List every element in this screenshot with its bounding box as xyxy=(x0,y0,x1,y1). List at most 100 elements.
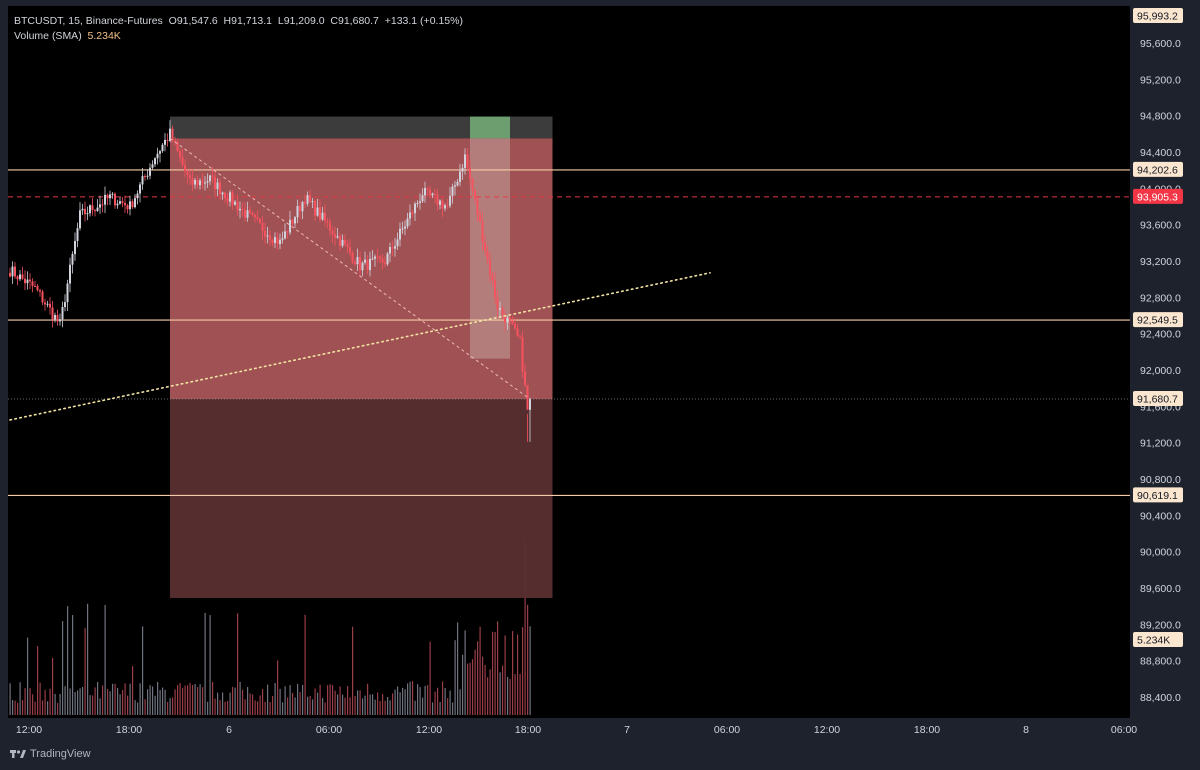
candle xyxy=(396,232,399,250)
candle xyxy=(321,206,324,221)
volume-bar xyxy=(384,700,386,715)
trendlines[interactable] xyxy=(9,137,711,421)
symbol-label[interactable]: BTCUSDT, 15, Binance-Futures xyxy=(14,15,163,27)
volume-bar xyxy=(527,604,529,715)
time-axis[interactable]: 12:00 18:00 6 06:00 12:00 18:00 7 06:00 12:00 18:… xyxy=(16,724,1137,736)
volume-bar xyxy=(397,686,399,715)
volume-bar xyxy=(214,698,216,715)
green-zone-body[interactable] xyxy=(470,138,510,359)
candle xyxy=(424,181,426,203)
high-value: H91,713.1 xyxy=(223,15,273,27)
volume-bar xyxy=(519,673,521,715)
volume-bar xyxy=(529,626,531,715)
volume-bar xyxy=(102,685,104,715)
candle xyxy=(26,271,29,290)
candle xyxy=(404,220,406,236)
dotted-trendline[interactable] xyxy=(9,272,711,421)
volume-indicator-label[interactable]: Volume (SMA) xyxy=(14,30,82,42)
volume-bar xyxy=(359,690,361,715)
candle xyxy=(481,212,484,251)
x-tick-label: 12:00 xyxy=(416,724,442,736)
tradingview-logo[interactable]: TradingView xyxy=(10,748,91,760)
y-tick-label: 88,800.0 xyxy=(1140,656,1181,668)
volume-bar xyxy=(152,686,154,715)
volume-bar xyxy=(382,694,384,715)
y-tick-label: 88,400.0 xyxy=(1140,692,1181,704)
volume-bar xyxy=(522,627,524,715)
volume-bar xyxy=(157,681,159,715)
svg-text:93,905.3: 93,905.3 xyxy=(1137,191,1178,203)
level-lines[interactable] xyxy=(8,169,1130,497)
candle xyxy=(246,201,249,222)
candle xyxy=(371,249,374,261)
volume-bar xyxy=(369,694,371,715)
candle xyxy=(46,300,49,308)
volume-bar xyxy=(19,682,21,715)
candle xyxy=(24,270,26,290)
stop-loss-band[interactable] xyxy=(170,116,553,139)
volume-bar xyxy=(247,687,249,715)
volume-bar xyxy=(77,690,79,715)
volume-bar xyxy=(294,697,296,715)
volume-bar xyxy=(364,695,366,715)
volume-bar xyxy=(92,695,94,715)
volume-bar xyxy=(447,698,449,715)
volume-bar xyxy=(472,659,474,715)
volume-bar xyxy=(67,606,69,715)
x-tick-label: 12:00 xyxy=(814,724,840,736)
price-axis[interactable]: 95,600.095,200.094,800.094,400.094,000.0… xyxy=(1140,38,1181,704)
candle xyxy=(354,259,356,266)
volume-bar xyxy=(232,686,234,715)
volume-bar xyxy=(252,694,254,715)
candle xyxy=(401,221,404,234)
candle xyxy=(494,271,496,305)
candle xyxy=(501,306,504,320)
svg-text:92,549.5: 92,549.5 xyxy=(1137,315,1178,327)
volume-bar xyxy=(319,684,321,715)
candle xyxy=(101,198,104,213)
candle xyxy=(459,163,461,187)
candle xyxy=(439,199,441,210)
volume-bar xyxy=(234,687,236,715)
volume-bar xyxy=(332,685,334,715)
short-risk-zone[interactable] xyxy=(170,138,553,400)
volume-row: Volume (SMA) 5.234K xyxy=(14,29,463,44)
volume-bar xyxy=(394,689,396,715)
candle xyxy=(299,201,301,220)
y-tick-label: 94,400.0 xyxy=(1140,147,1181,159)
candle xyxy=(9,267,11,278)
candle xyxy=(469,159,471,186)
volume-bar xyxy=(94,687,96,715)
volume-bar xyxy=(409,681,411,715)
candle xyxy=(174,136,176,146)
volume-bar xyxy=(344,697,346,715)
dashed-trendline[interactable] xyxy=(169,137,528,398)
volume-bar xyxy=(29,688,31,715)
candle xyxy=(226,193,229,206)
volume-bar xyxy=(324,702,326,715)
candle xyxy=(451,183,454,204)
volume-bar xyxy=(257,701,259,715)
candle xyxy=(476,194,479,222)
volume-bar xyxy=(124,683,126,715)
volume-bar xyxy=(59,693,61,715)
candle xyxy=(331,226,334,244)
green-zone-top[interactable] xyxy=(470,116,510,139)
candle xyxy=(196,175,199,189)
candle xyxy=(216,178,219,197)
volume-bar xyxy=(302,684,304,715)
candle xyxy=(99,195,101,214)
candle xyxy=(479,210,481,223)
candle xyxy=(76,222,79,248)
candle xyxy=(204,176,206,191)
candle xyxy=(419,193,421,210)
volume-bar xyxy=(104,605,106,715)
candle xyxy=(104,186,106,213)
volume-bar xyxy=(122,690,124,715)
short-target-zone[interactable] xyxy=(170,399,553,598)
volume-bar xyxy=(419,687,421,715)
candle xyxy=(284,223,286,240)
position-zones[interactable] xyxy=(170,116,553,598)
y-tick-label: 90,400.0 xyxy=(1140,510,1181,522)
